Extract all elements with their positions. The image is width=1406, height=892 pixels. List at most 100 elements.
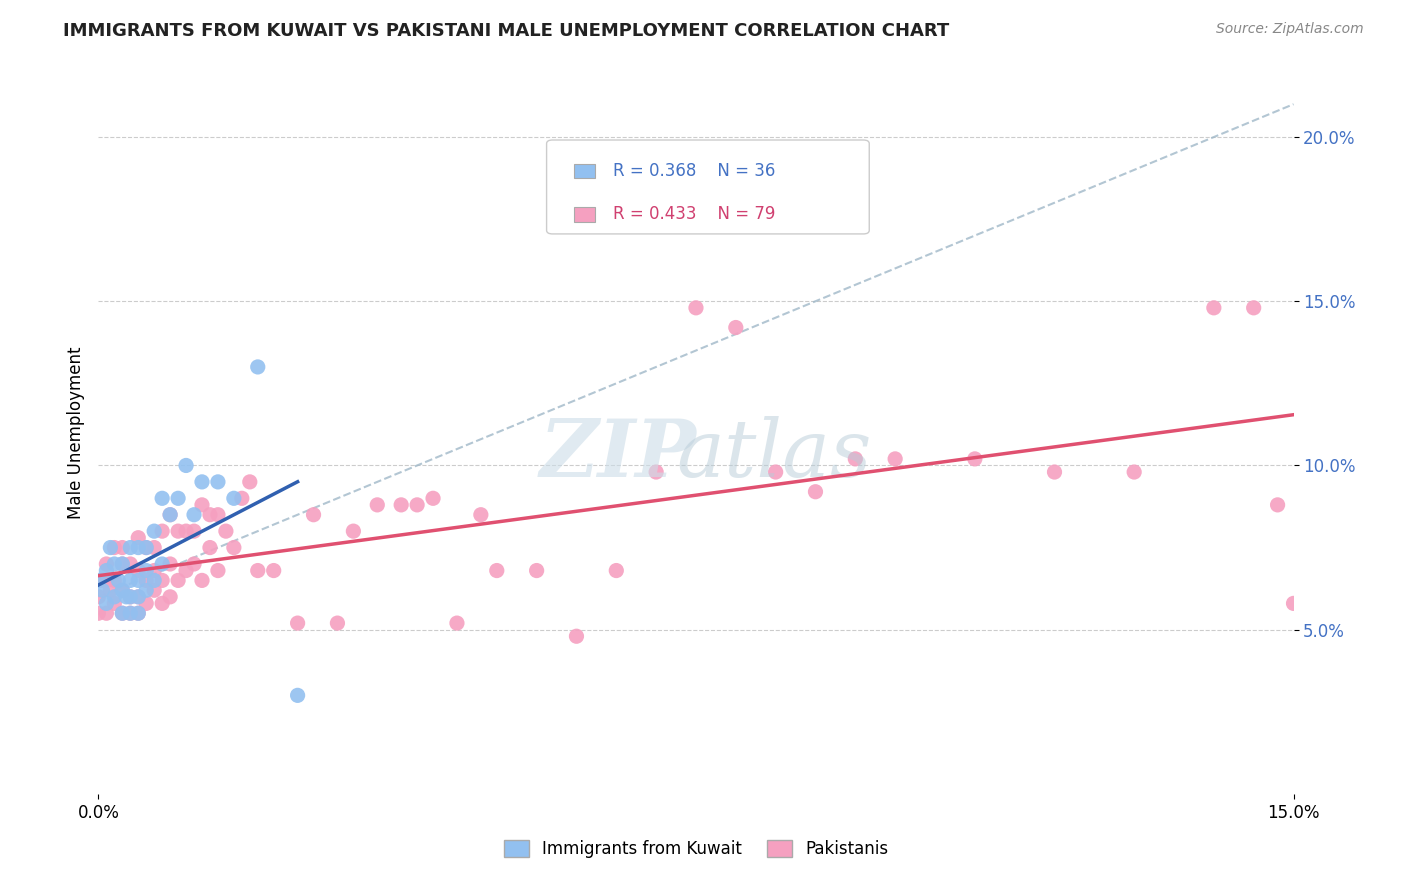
Point [150,557,173,571]
Point [470,508,492,522]
Point [884,451,907,466]
Point [150,574,173,588]
Point [103,596,125,610]
Point [724,320,747,334]
Y-axis label: Male Unemployment: Male Unemployment [66,346,84,519]
Text: Source: ZipAtlas.com: Source: ZipAtlas.com [1216,22,1364,37]
Point [103,574,125,588]
Point [222,491,245,506]
Point [963,451,986,466]
Point [246,359,269,374]
Point [127,531,149,545]
Point [127,541,149,555]
Point [565,629,588,643]
Point [191,574,214,588]
Point [167,574,190,588]
Text: atlas: atlas [676,416,872,493]
Point [246,564,269,578]
Point [446,616,468,631]
Point [1282,596,1305,610]
Point [1267,498,1289,512]
Point [159,508,181,522]
Point [222,541,245,555]
Text: R = 0.433    N = 79: R = 0.433 N = 79 [613,205,775,223]
Point [685,301,707,315]
Point [342,524,364,538]
FancyBboxPatch shape [574,207,595,221]
Point [111,607,134,621]
Point [287,616,309,631]
Point [844,451,866,466]
Point [120,574,142,588]
Point [485,564,508,578]
Point [263,564,285,578]
Point [87,607,110,621]
Point [422,491,444,506]
Point [366,498,388,512]
Point [103,557,125,571]
Point [98,541,122,555]
Point [1202,301,1225,315]
Point [103,541,125,555]
Point [1243,301,1265,315]
Legend: Immigrants from Kuwait, Pakistanis: Immigrants from Kuwait, Pakistanis [496,833,896,865]
Point [87,590,110,604]
Point [183,557,205,571]
Point [135,541,157,555]
Point [287,689,309,703]
Point [159,557,181,571]
Point [645,465,668,479]
Point [150,491,173,506]
Point [127,590,149,604]
Point [96,607,118,621]
Point [406,498,429,512]
Point [183,508,205,522]
Point [98,583,122,598]
Point [207,508,229,522]
Point [174,524,197,538]
Point [111,583,134,598]
Point [127,590,149,604]
Point [239,475,262,489]
Point [127,564,149,578]
Point [91,574,114,588]
Point [143,583,166,598]
Point [127,607,149,621]
Point [111,583,134,598]
Point [120,607,142,621]
Point [143,564,166,578]
Point [135,596,157,610]
Point [1043,465,1066,479]
Point [174,564,197,578]
Point [150,524,173,538]
Point [111,557,134,571]
FancyBboxPatch shape [547,140,869,234]
Point [1123,465,1146,479]
Point [135,541,157,555]
Point [120,557,142,571]
Point [389,498,412,512]
Point [326,616,349,631]
Point [159,590,181,604]
Point [135,574,157,588]
Point [96,557,118,571]
FancyBboxPatch shape [574,164,595,178]
Point [143,574,166,588]
Point [127,607,149,621]
Point [96,564,118,578]
Point [91,583,114,598]
Point [174,458,197,473]
Point [191,498,214,512]
Point [96,574,118,588]
Point [159,508,181,522]
Point [605,564,627,578]
Point [207,564,229,578]
Point [107,574,129,588]
Point [120,590,142,604]
Point [120,590,142,604]
Point [765,465,787,479]
Point [191,475,214,489]
Point [103,590,125,604]
Point [135,583,157,598]
Point [231,491,253,506]
